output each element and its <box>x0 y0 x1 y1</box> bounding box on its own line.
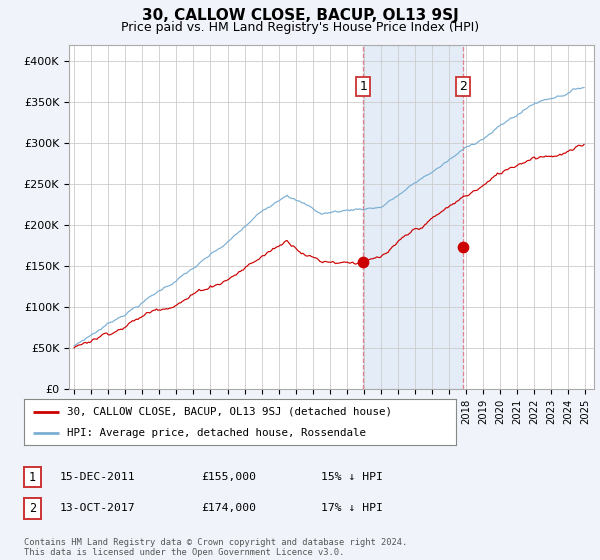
Text: 15-DEC-2011: 15-DEC-2011 <box>60 472 136 482</box>
Bar <box>363 45 463 389</box>
Text: Contains HM Land Registry data © Crown copyright and database right 2024.
This d: Contains HM Land Registry data © Crown c… <box>24 538 407 557</box>
Text: HPI: Average price, detached house, Rossendale: HPI: Average price, detached house, Ross… <box>67 428 366 438</box>
Text: 2: 2 <box>29 502 36 515</box>
Point <box>358 258 368 267</box>
Text: 17% ↓ HPI: 17% ↓ HPI <box>321 503 383 514</box>
Text: Price paid vs. HM Land Registry's House Price Index (HPI): Price paid vs. HM Land Registry's House … <box>121 21 479 34</box>
Text: £155,000: £155,000 <box>201 472 256 482</box>
Text: 2: 2 <box>458 80 467 92</box>
Text: 30, CALLOW CLOSE, BACUP, OL13 9SJ: 30, CALLOW CLOSE, BACUP, OL13 9SJ <box>142 8 458 24</box>
Text: £174,000: £174,000 <box>201 503 256 514</box>
Text: 1: 1 <box>359 80 367 92</box>
Text: 13-OCT-2017: 13-OCT-2017 <box>60 503 136 514</box>
Text: 30, CALLOW CLOSE, BACUP, OL13 9SJ (detached house): 30, CALLOW CLOSE, BACUP, OL13 9SJ (detac… <box>67 407 392 417</box>
Text: 1: 1 <box>29 470 36 484</box>
Text: 15% ↓ HPI: 15% ↓ HPI <box>321 472 383 482</box>
Point <box>458 242 467 251</box>
